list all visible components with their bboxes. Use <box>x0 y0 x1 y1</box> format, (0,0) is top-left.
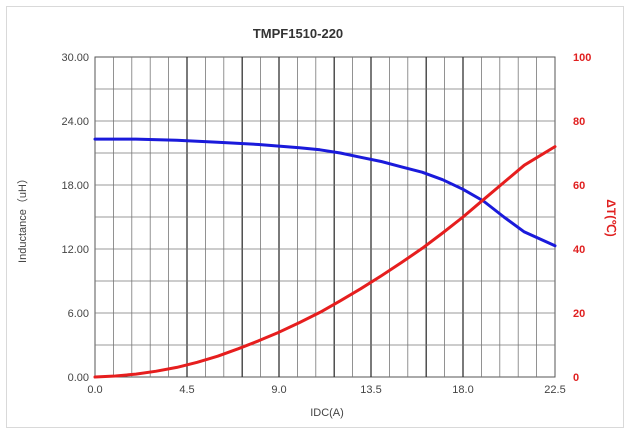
y2-tick-label: 100 <box>573 52 591 64</box>
x-axis-label: IDC(A) <box>310 407 344 419</box>
chart-frame: TMPF1510-220 0.0 4.5 9.0 13.5 18.0 22.5 0.00 6.… <box>6 6 624 428</box>
x-tick-label: 4.5 <box>179 384 194 396</box>
y2-tick-label: 40 <box>573 244 585 256</box>
y-tick-label: 0.00 <box>68 372 89 384</box>
y-tick-label: 6.00 <box>68 308 89 320</box>
y-axis-label: Inductance（uH） <box>16 173 29 263</box>
x-tick-label: 13.5 <box>360 384 381 396</box>
y2-tick-label: 20 <box>573 308 585 320</box>
series-group <box>93 137 557 379</box>
y2-tick-label: 60 <box>573 180 585 192</box>
tick-labels: 0.0 4.5 9.0 13.5 18.0 22.5 0.00 6.00 12.00 18.00 2… <box>61 52 591 396</box>
y-tick-label: 30.00 <box>61 52 89 64</box>
x-tick-label: 18.0 <box>452 384 473 396</box>
grid <box>94 56 556 378</box>
y2-tick-label: 80 <box>573 116 585 128</box>
y2-axis-label: ΔT(℃) <box>604 199 618 236</box>
chart-svg: TMPF1510-220 0.0 4.5 9.0 13.5 18.0 22.5 0.00 6.… <box>16 26 618 419</box>
y-tick-label: 18.00 <box>61 180 89 192</box>
x-tick-label: 22.5 <box>544 384 565 396</box>
chart-title: TMPF1510-220 <box>253 26 343 41</box>
x-tick-label: 0.0 <box>87 384 102 396</box>
inductance-line <box>93 137 557 248</box>
y-tick-label: 12.00 <box>61 244 89 256</box>
temperature-line <box>93 145 557 379</box>
y2-tick-label: 0 <box>573 372 579 384</box>
y-tick-label: 24.00 <box>61 116 89 128</box>
x-tick-label: 9.0 <box>271 384 286 396</box>
